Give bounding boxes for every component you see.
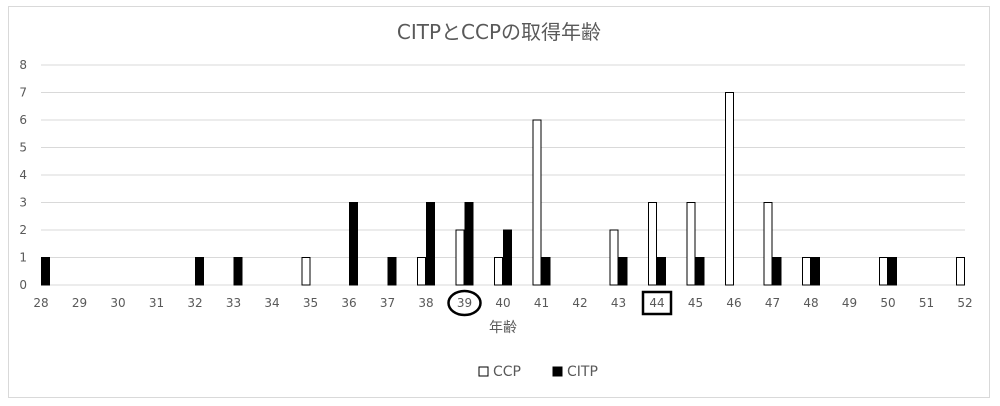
x-tick-label: 42 — [572, 296, 587, 310]
bar-citp — [657, 257, 666, 286]
legend-swatch-citp — [552, 366, 563, 377]
x-tick-label: 43 — [611, 296, 626, 310]
y-tick-label: 8 — [19, 58, 27, 72]
bar-ccp — [648, 202, 657, 286]
y-tick-label: 2 — [19, 223, 27, 237]
y-tick-label: 3 — [19, 196, 27, 210]
bar-citp — [349, 202, 358, 286]
annotations — [447, 289, 673, 317]
bar-ccp — [494, 257, 503, 286]
bar-citp — [888, 257, 897, 286]
bar-citp — [426, 202, 435, 286]
bar-ccp — [686, 202, 696, 286]
bar-ccp — [301, 257, 311, 286]
y-tick-label: 7 — [19, 86, 27, 100]
bar-ccp — [763, 202, 773, 286]
bar-citp — [772, 257, 782, 286]
x-tick-label: 45 — [688, 296, 703, 310]
bar-citp — [195, 257, 204, 286]
x-tick-label: 47 — [765, 296, 780, 310]
x-tick-label: 38 — [418, 296, 433, 310]
legend-label-ccp: CCP — [493, 364, 521, 380]
x-tick-label: 44 — [649, 296, 664, 310]
y-tick-labels: 0 1 2 3 4 5 6 7 8 — [19, 58, 27, 292]
x-tick-label: 29 — [72, 296, 87, 310]
x-tick-label: 51 — [919, 296, 934, 310]
x-tick-label: 34 — [264, 296, 279, 310]
bar-ccp — [455, 229, 465, 286]
bar-ccp — [417, 257, 426, 286]
x-tick-label: 31 — [149, 296, 164, 310]
bar-ccp — [609, 229, 619, 286]
y-tick-label: 6 — [19, 113, 27, 127]
x-tick-label: 48 — [803, 296, 818, 310]
bar-citp — [811, 257, 820, 286]
x-tick-label: 33 — [226, 296, 241, 310]
x-tick-label: 49 — [842, 296, 857, 310]
y-tick-label: 0 — [19, 278, 27, 292]
bar-citp — [387, 257, 397, 286]
x-tick-label: 36 — [341, 296, 356, 310]
y-tick-label: 1 — [19, 251, 27, 265]
x-tick-label: 37 — [380, 296, 395, 310]
x-tick-label: 50 — [880, 296, 895, 310]
x-tick-label: 46 — [726, 296, 741, 310]
bar-citp — [541, 257, 551, 286]
x-tick-label: 41 — [534, 296, 549, 310]
x-tick-label: 35 — [303, 296, 318, 310]
bar-ccp — [956, 257, 965, 286]
bar-citp — [233, 257, 243, 286]
legend-swatch-ccp — [478, 366, 489, 377]
legend-label-citp: CITP — [567, 364, 598, 380]
bar-citp — [695, 257, 705, 286]
bars — [41, 92, 965, 286]
y-tick-label: 5 — [19, 141, 27, 155]
y-tick-label: 4 — [19, 168, 27, 182]
legend: CCP CITP — [478, 364, 598, 380]
x-tick-label: 40 — [495, 296, 510, 310]
x-tick-label: 30 — [110, 296, 125, 310]
annotation-circle — [447, 289, 482, 317]
bar-ccp — [802, 257, 811, 286]
bar-citp — [503, 229, 512, 286]
x-tick-label: 39 — [457, 296, 472, 310]
x-tick-label: 32 — [187, 296, 202, 310]
bar-citp — [464, 202, 474, 286]
x-tick-label: 28 — [33, 296, 48, 310]
chart-title: CITPとCCPの取得年齢 — [397, 20, 601, 44]
bar-citp — [618, 257, 628, 286]
bar-ccp — [532, 119, 542, 286]
x-tick-label: 52 — [957, 296, 972, 310]
bar-citp — [41, 257, 50, 286]
bar-ccp — [725, 92, 734, 286]
annotation-rectangle — [641, 290, 673, 316]
x-tick-labels: 28 29 30 31 32 33 34 35 36 37 38 39 40 41 42 43 44 45 46 47… — [33, 296, 972, 310]
bar-ccp — [879, 257, 888, 286]
x-axis-title: 年齢 — [489, 320, 517, 336]
